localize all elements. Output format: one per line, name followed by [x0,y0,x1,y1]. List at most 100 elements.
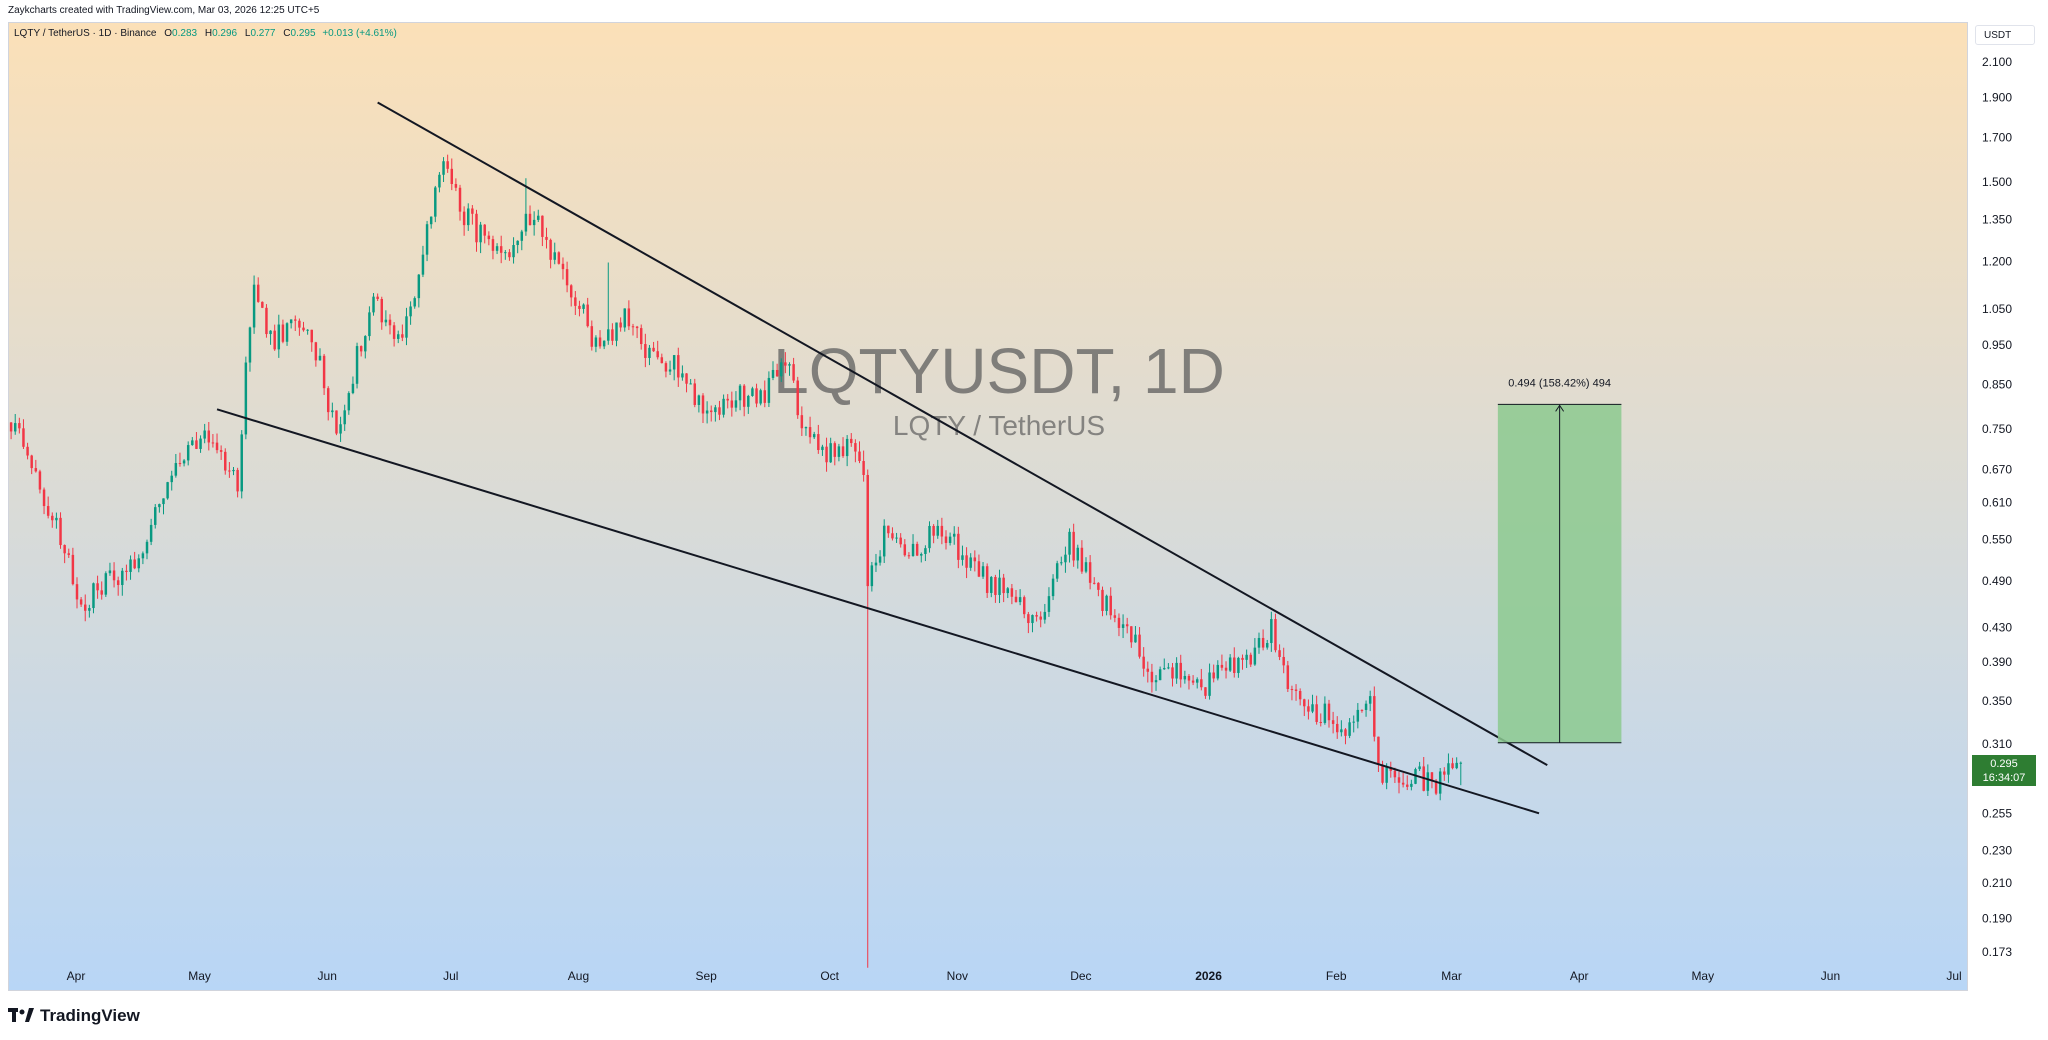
candle-body [1286,665,1290,690]
x-tick-label: Apr [1570,969,1589,983]
candle-body [594,337,598,347]
candle-body [1228,657,1232,671]
candle-body [1014,596,1018,603]
top-bar: Zaykcharts created with TradingView.com,… [0,0,2048,22]
candle-body [932,525,935,536]
y-tick-label: 0.230 [1982,843,2012,857]
candle-body [693,383,696,405]
candle [957,526,960,569]
time-axis[interactable]: Apr May Jun Jul Aug Sep Oct Nov Dec 2026 Feb Mar Apr… [8,964,1968,988]
candle-body [79,599,83,605]
candle-body [878,556,882,563]
candle [343,404,346,431]
candle-body [681,373,684,378]
candle-body [1076,547,1080,561]
candle [973,550,977,572]
candle-body [1088,562,1092,583]
candle [981,562,985,579]
candle-body [158,504,161,508]
candle-body [524,213,528,232]
candle [1027,611,1030,634]
candle-body [532,219,536,226]
candle [462,206,466,236]
candle-body [1344,729,1347,736]
legend-change: +0.013 (+4.61%) [322,28,397,39]
candle [483,224,486,244]
candle [569,284,573,307]
candle [265,304,268,338]
candle [149,518,153,546]
candle [1270,611,1273,652]
candle [1459,761,1463,786]
x-tick-label: Jun [318,969,337,983]
candle [277,314,281,358]
candle [1282,647,1285,674]
candle [961,545,964,566]
candle [166,481,169,500]
chart-svg[interactable]: LQTYUSDT, 1D LQTY / TetherUS 0.494 (158.… [9,23,1968,991]
candle-body [541,215,544,237]
candle [681,365,684,381]
candle-body [763,390,767,403]
candle-body [903,544,907,556]
candle [1298,688,1302,706]
candle [895,532,898,543]
candle-body [1158,669,1162,681]
candle-body [1245,654,1248,660]
candle [215,433,219,454]
candle-body [887,525,890,534]
candle-body [998,577,1001,595]
candle-body [252,284,256,328]
candle [845,435,849,467]
candle [977,554,981,578]
target-projection[interactable]: 0.494 (158.42%) 494 [1497,377,1622,744]
candle-body [1109,595,1112,616]
candle [994,574,997,603]
candle-body [747,395,750,407]
candle-body [891,533,894,539]
trendlines[interactable] [216,101,1548,815]
candle [1121,614,1125,639]
candle-body [1105,595,1108,611]
candle-body [829,443,832,463]
candle-body [355,346,359,384]
candle-body [796,380,799,416]
candle [434,185,437,223]
candle [401,324,404,342]
candle [586,297,589,328]
candle [747,394,750,414]
candle [1319,713,1322,727]
candle [1109,587,1112,620]
candle [22,419,25,450]
candle-body [1055,563,1059,579]
candle [294,315,297,332]
candle-body [1125,624,1129,627]
candle-body [1175,662,1178,679]
chart-area[interactable]: LQTYUSDT, 1D LQTY / TetherUS 0.494 (158.… [8,22,1968,991]
candle [1039,611,1042,628]
tradingview-logo[interactable]: TradingView [8,1006,140,1026]
candle [742,384,746,417]
candle [388,314,392,335]
candle [792,357,795,383]
candle-body [314,342,318,361]
candle-body [339,424,342,434]
candle [1097,582,1100,597]
candle-body [1084,562,1088,572]
candle-body [545,236,548,240]
candle-body [191,440,194,446]
candle [63,544,66,564]
candle-body [294,319,297,321]
candle-body [166,482,169,499]
candle-body [635,326,639,329]
candle-body [895,537,898,539]
currency-selector[interactable]: USDT [1975,25,2035,45]
candle-body [26,446,29,456]
price-axis[interactable]: 2.100 1.900 1.700 1.500 1.350 1.200 1.050 0.950… [1968,22,2048,991]
trendline-upper-resistance[interactable] [377,101,1548,767]
y-tick-label: 0.210 [1982,876,2012,890]
candle-body [438,174,441,188]
candle [796,376,799,419]
trendline-lower-support[interactable] [216,408,1540,815]
candle-body [298,320,301,328]
